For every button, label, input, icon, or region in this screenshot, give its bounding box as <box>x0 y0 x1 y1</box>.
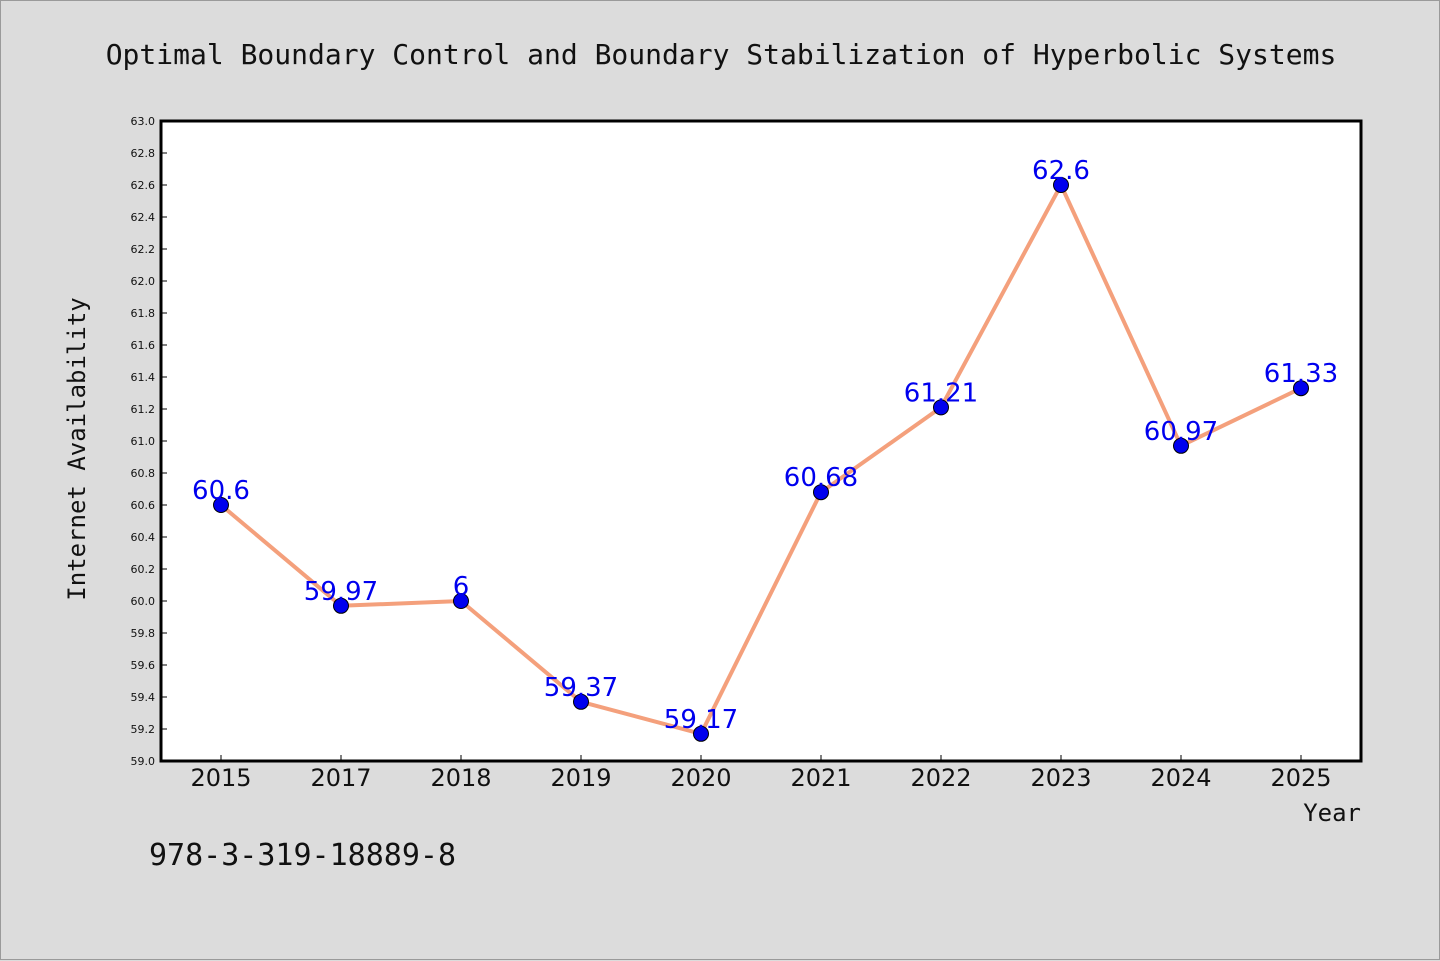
data-label: 60.97 <box>1144 417 1218 447</box>
x-tick-label: 2017 <box>310 764 371 792</box>
x-axis-ticks: 2015 2017 2018 2019 2020 2021 2022 2023 2024 2025 <box>190 755 1332 792</box>
x-tick-label: 2021 <box>790 764 851 792</box>
data-label: 60.6 <box>192 476 250 506</box>
y-tick-label: 59.4 <box>131 691 156 704</box>
y-tick-label: 59.6 <box>131 659 156 672</box>
data-point <box>453 593 469 609</box>
data-point <box>1173 437 1189 454</box>
y-tick-label: 61.4 <box>131 371 156 384</box>
y-tick-label: 62.2 <box>131 243 156 256</box>
x-tick-label: 2025 <box>1270 764 1331 792</box>
data-point <box>693 725 709 742</box>
y-tick-label: 60.2 <box>131 563 156 576</box>
chart-title: Optimal Boundary Control and Boundary St… <box>106 38 1337 71</box>
data-point <box>933 399 949 416</box>
y-tick-label: 60.8 <box>131 467 156 480</box>
series-line <box>219 183 1302 736</box>
x-tick-label: 2015 <box>190 764 251 792</box>
data-label: 61.33 <box>1264 359 1338 389</box>
x-tick-label: 2022 <box>910 764 971 792</box>
y-tick-label: 59.8 <box>131 627 156 640</box>
data-label: 60.68 <box>784 463 858 493</box>
series-layer: 60.6 59.97 6 59.37 59.17 60.68 61.21 62.6 60.97 6… <box>192 156 1338 742</box>
y-tick-label: 62.8 <box>131 147 156 160</box>
y-tick-label: 62.4 <box>131 211 156 224</box>
plot-area <box>161 121 1361 761</box>
data-label: 59.37 <box>544 673 618 703</box>
data-label: 59.17 <box>664 705 738 735</box>
data-point <box>813 484 829 501</box>
y-tick-label: 61.2 <box>131 403 156 416</box>
data-point <box>333 597 349 614</box>
data-point <box>573 693 589 710</box>
y-tick-label: 60.4 <box>131 531 156 544</box>
y-tick-label: 59.2 <box>131 723 156 736</box>
x-tick-label: 2024 <box>1150 764 1211 792</box>
y-tick-label: 63.0 <box>131 115 156 128</box>
data-point <box>1293 380 1309 397</box>
isbn-footer: 978-3-319-18889-8 <box>149 838 456 873</box>
y-axis-label: Internet Availability <box>63 297 91 600</box>
y-tick-label: 61.8 <box>131 307 156 320</box>
y-tick-label: 60.6 <box>131 499 156 512</box>
x-tick-label: 2019 <box>550 764 611 792</box>
y-tick-label: 61.6 <box>131 339 156 352</box>
y-tick-label: 62.0 <box>131 275 156 288</box>
y-axis-ticks: 59.0 59.2 59.4 59.6 59.8 60.0 60.2 60.4 60.6 60.8… <box>131 115 167 768</box>
plot-border <box>159 119 1363 763</box>
x-tick-label: 2018 <box>430 764 491 792</box>
data-label: 61.21 <box>904 378 978 408</box>
data-label: 62.6 <box>1032 156 1090 186</box>
x-axis-label: Year <box>1303 799 1361 827</box>
data-label: 6 <box>453 572 470 602</box>
data-point <box>213 497 229 513</box>
y-tick-label: 60.0 <box>131 595 156 608</box>
y-tick-label: 59.0 <box>131 755 156 768</box>
x-tick-label: 2023 <box>1030 764 1091 792</box>
data-label: 59.97 <box>304 577 378 607</box>
data-point <box>1053 177 1069 193</box>
y-tick-label: 62.6 <box>131 179 156 192</box>
x-tick-label: 2020 <box>670 764 731 792</box>
y-tick-label: 61.0 <box>131 435 156 448</box>
